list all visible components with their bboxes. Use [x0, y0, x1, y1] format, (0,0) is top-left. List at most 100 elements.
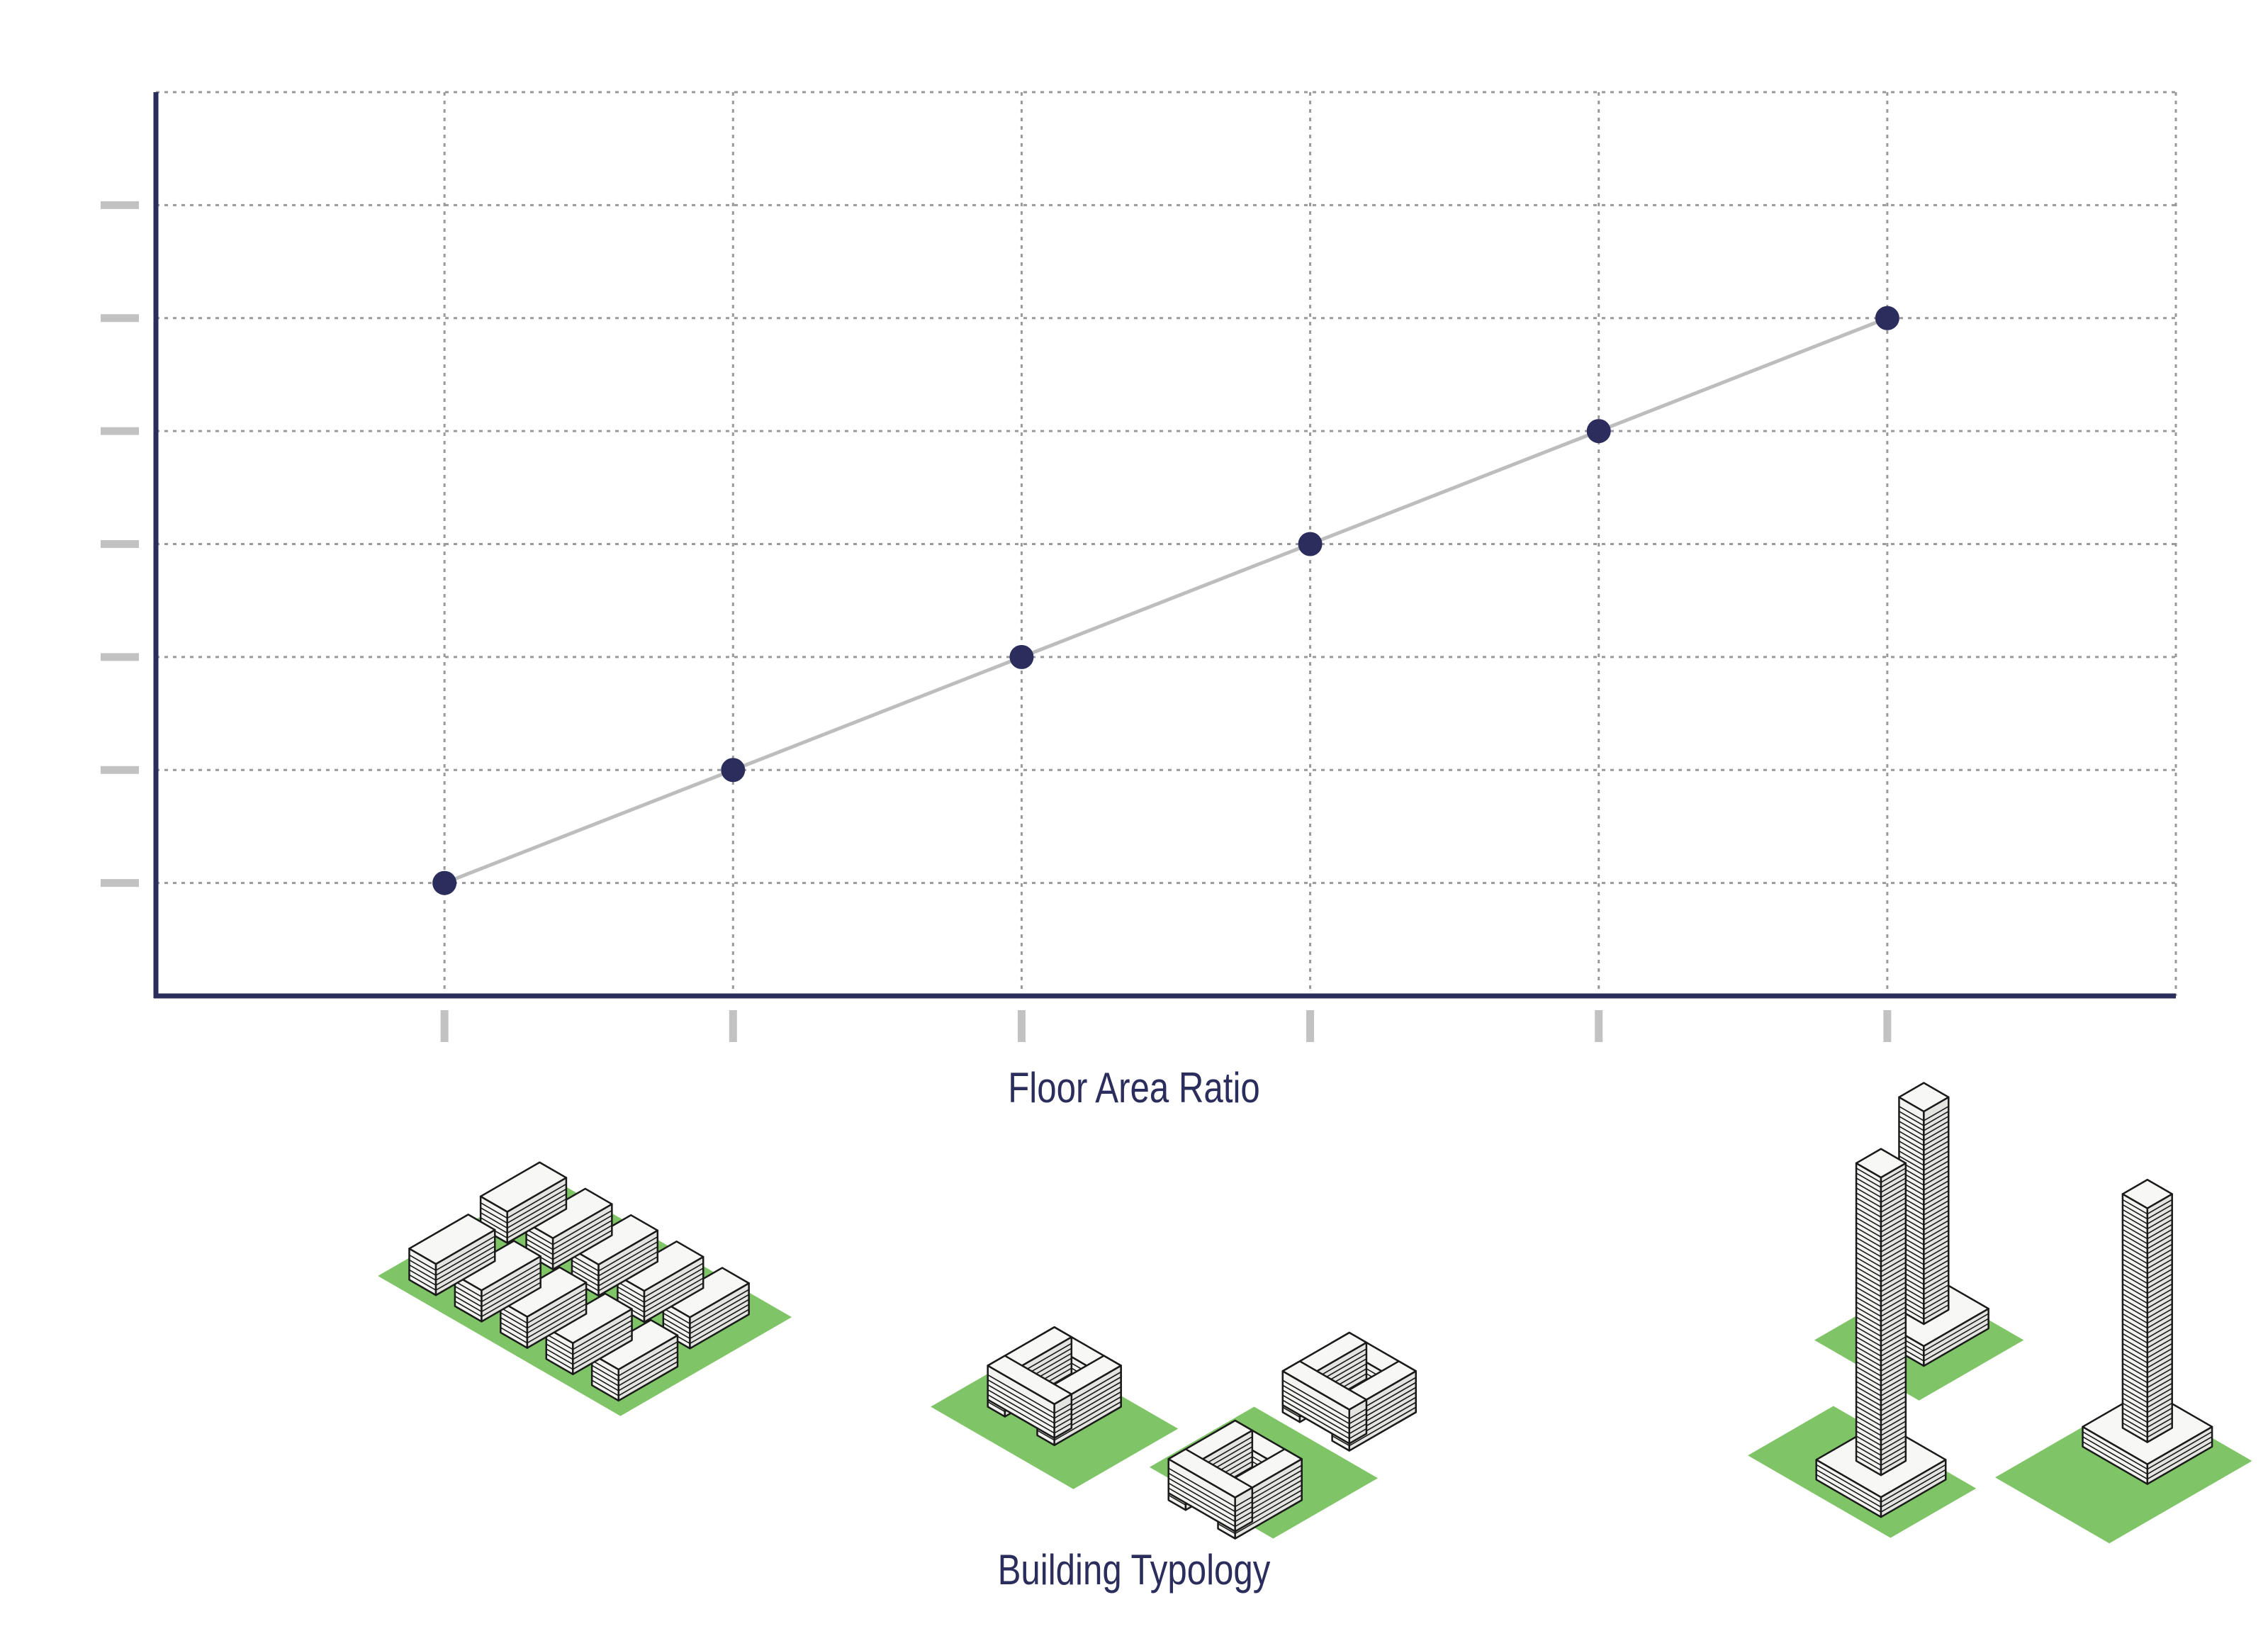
- floor-line: [1856, 1401, 1907, 1416]
- floor-line: [2122, 1397, 2173, 1413]
- building-typology-label: Building Typology: [997, 1546, 1271, 1594]
- floor-line: [546, 1319, 632, 1355]
- chart-axes: [153, 92, 2176, 999]
- floor-line: [1899, 1250, 1949, 1265]
- floor-line: [1856, 1172, 1907, 1188]
- floor-line: [526, 1214, 612, 1250]
- floor-line: [1856, 1351, 1907, 1367]
- floor-line: [2122, 1283, 2173, 1299]
- floor-line: [1899, 1255, 1949, 1270]
- floor-line: [1282, 1399, 1367, 1440]
- floor-line: [500, 1288, 587, 1324]
- floor-line: [1856, 1207, 1907, 1223]
- floor-line: [2122, 1377, 2173, 1394]
- floor-line: [1856, 1376, 1907, 1391]
- floor-line: [2122, 1288, 2173, 1304]
- building-roof: [2121, 1179, 2173, 1209]
- floor-line: [2122, 1323, 2173, 1339]
- floor-line: [1899, 1230, 1949, 1245]
- floor-line: [1899, 1200, 1949, 1216]
- floor-line: [1856, 1316, 1907, 1332]
- floor-line: [1856, 1257, 1907, 1272]
- floor-line: [2122, 1233, 2173, 1250]
- data-point: [432, 870, 457, 895]
- slab-building: [408, 1214, 496, 1296]
- floor-line: [1856, 1435, 1907, 1451]
- floor-line: [1856, 1421, 1907, 1436]
- floor-line: [1856, 1252, 1907, 1267]
- slab-building: [545, 1292, 633, 1375]
- floor-line: [1899, 1155, 1949, 1171]
- floor-line: [2122, 1367, 2173, 1384]
- floor-line: [2122, 1328, 2173, 1344]
- floor-line: [1899, 1245, 1949, 1260]
- floor-line: [1899, 1106, 1949, 1121]
- floor-line: [409, 1236, 495, 1272]
- floor-line: [2122, 1223, 2173, 1240]
- floor-line: [2122, 1273, 2173, 1289]
- floor-line: [1856, 1396, 1907, 1411]
- floor-line: [454, 1277, 541, 1313]
- floor-line: [2122, 1258, 2173, 1275]
- floor-line: [1856, 1237, 1907, 1253]
- floor-line: [1856, 1306, 1907, 1322]
- floor-line: [2122, 1253, 2173, 1270]
- floor-line: [591, 1356, 678, 1391]
- floor-line: [1899, 1116, 1949, 1131]
- floor-line: [663, 1304, 750, 1340]
- floor-line: [617, 1272, 704, 1309]
- floor-line: [1037, 1401, 1122, 1441]
- floor-line: [1856, 1247, 1907, 1262]
- floor-line: [1899, 1220, 1949, 1236]
- floor-line: [2122, 1204, 2173, 1220]
- floor-line: [1899, 1210, 1949, 1226]
- building-roof: [1898, 1082, 1950, 1113]
- building-roof: [1167, 1448, 1254, 1499]
- floor-line: [1856, 1356, 1907, 1372]
- floor-line: [1899, 1136, 1949, 1151]
- floor-line: [1856, 1182, 1907, 1198]
- floor-line: [454, 1282, 541, 1318]
- floor-line: [617, 1262, 704, 1299]
- floor-line: [2122, 1248, 2173, 1265]
- floor-line: [1856, 1272, 1907, 1287]
- floor-line: [1856, 1197, 1907, 1213]
- floor-line: [1899, 1180, 1949, 1196]
- floor-line: [2122, 1293, 2173, 1309]
- floor-line: [2122, 1357, 2173, 1374]
- series-line: [444, 316, 1888, 885]
- floor-line: [546, 1314, 632, 1350]
- floor-line: [2082, 1431, 2213, 1470]
- floor-line: [2122, 1392, 2173, 1408]
- floor-line: [454, 1262, 541, 1298]
- data-point: [1875, 306, 1899, 330]
- floor-line: [1856, 1391, 1907, 1406]
- floor-line: [1282, 1389, 1367, 1430]
- floor-line: [987, 1374, 1072, 1414]
- floor-line: [987, 1389, 1072, 1429]
- floor-line: [1899, 1294, 1949, 1310]
- slab-building: [454, 1240, 541, 1323]
- floor-line: [2122, 1298, 2173, 1314]
- floor-line: [1899, 1146, 1949, 1161]
- floor-line: [1856, 1430, 1907, 1446]
- floor-line: [1899, 1165, 1949, 1181]
- floor-line: [1899, 1150, 1949, 1166]
- floor-line: [1899, 1299, 1949, 1315]
- floor-line: [500, 1298, 587, 1334]
- floor-line: [571, 1236, 658, 1272]
- floor-line: [1856, 1366, 1907, 1382]
- floor-line: [409, 1250, 495, 1287]
- floor-line: [1168, 1467, 1253, 1508]
- chart-grid: [156, 91, 2177, 996]
- floor-line: [1899, 1265, 1949, 1280]
- floor-line: [500, 1308, 587, 1344]
- floor-line: [2122, 1263, 2173, 1279]
- floor-line: [1856, 1296, 1907, 1312]
- floor-line: [2122, 1338, 2173, 1354]
- floor-line: [1856, 1331, 1907, 1347]
- typology-low-rise: [378, 1161, 792, 1416]
- floor-line: [2122, 1417, 2173, 1433]
- floor-line: [1856, 1426, 1907, 1441]
